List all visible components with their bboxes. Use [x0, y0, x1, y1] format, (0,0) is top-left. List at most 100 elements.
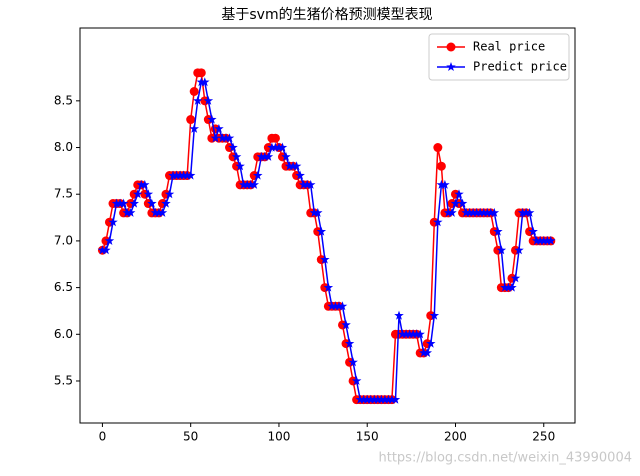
y-tick-label: 6.0	[54, 327, 73, 341]
star-marker	[341, 320, 351, 329]
legend-label: Real price	[473, 40, 545, 54]
star-marker	[270, 142, 281, 152]
star-marker	[390, 394, 401, 404]
series-line	[101, 72, 551, 401]
star-marker	[507, 282, 517, 292]
circle-marker	[270, 133, 280, 143]
star-marker	[129, 198, 139, 208]
star-marker	[355, 394, 365, 404]
star-marker	[182, 170, 192, 180]
star-marker	[267, 142, 277, 152]
star-marker	[408, 329, 418, 339]
star-marker	[231, 151, 242, 161]
circle-marker	[446, 42, 456, 52]
star-marker	[500, 282, 510, 292]
plot-frame	[79, 27, 576, 424]
star-marker	[454, 189, 464, 199]
star-marker	[154, 207, 164, 217]
star-marker	[404, 329, 415, 339]
star-marker	[246, 179, 256, 189]
star-marker	[433, 217, 443, 227]
star-marker	[394, 310, 404, 320]
x-tick-label: 0	[99, 430, 107, 444]
star-marker	[140, 179, 150, 189]
star-marker	[210, 133, 221, 143]
star-marker	[291, 161, 302, 171]
star-marker	[97, 245, 108, 255]
star-marker	[446, 62, 456, 71]
star-marker	[401, 329, 411, 339]
star-marker	[309, 207, 319, 217]
star-marker	[461, 207, 471, 217]
star-marker	[369, 394, 379, 404]
star-marker	[288, 161, 298, 171]
star-marker	[373, 394, 383, 404]
star-marker	[306, 179, 316, 189]
circle-marker	[436, 161, 446, 171]
star-marker	[185, 170, 196, 180]
star-marker	[443, 207, 454, 217]
circle-marker	[186, 115, 196, 125]
star-marker	[450, 198, 461, 208]
star-marker	[429, 310, 440, 320]
star-marker	[334, 301, 344, 311]
star-marker	[436, 179, 447, 189]
star-marker	[366, 394, 376, 404]
star-marker	[380, 394, 390, 404]
circle-marker	[433, 143, 443, 153]
star-marker	[133, 189, 143, 199]
star-marker	[217, 133, 228, 143]
star-marker	[207, 114, 217, 124]
star-marker	[150, 207, 161, 217]
star-marker	[475, 207, 485, 217]
star-marker	[531, 235, 542, 245]
star-marker	[514, 245, 524, 255]
star-marker	[228, 142, 238, 152]
star-marker	[440, 179, 450, 189]
x-tick-label: 150	[356, 430, 379, 444]
star-marker	[284, 161, 295, 171]
star-marker	[118, 198, 129, 208]
star-marker	[362, 394, 372, 404]
star-marker	[161, 198, 171, 208]
star-marker	[101, 245, 111, 255]
star-marker	[274, 142, 284, 152]
star-marker	[200, 77, 210, 87]
star-marker	[196, 77, 206, 87]
star-marker	[281, 151, 291, 161]
star-marker	[171, 170, 182, 180]
star-marker	[397, 329, 408, 339]
star-marker	[471, 207, 482, 217]
star-marker	[528, 226, 538, 236]
star-marker	[260, 151, 270, 161]
star-marker	[426, 338, 436, 348]
star-marker	[320, 254, 330, 264]
star-marker	[263, 151, 274, 161]
star-marker	[348, 357, 358, 367]
star-marker	[411, 329, 422, 339]
star-marker	[164, 189, 175, 199]
star-marker	[122, 207, 132, 217]
legend-box	[428, 33, 570, 81]
star-marker	[203, 95, 214, 105]
star-marker	[327, 301, 337, 311]
star-marker	[253, 170, 263, 180]
star-marker	[168, 170, 178, 180]
star-marker	[242, 179, 252, 189]
star-marker	[376, 394, 387, 404]
star-marker	[214, 123, 224, 133]
star-marker	[136, 179, 146, 189]
star-marker	[387, 394, 397, 404]
star-marker	[351, 376, 362, 385]
star-marker	[256, 151, 267, 161]
y-tick-label: 7.0	[54, 233, 73, 247]
star-marker	[125, 207, 136, 217]
chart-title: 基于svm的生猪价格预测模型表现	[221, 6, 432, 23]
star-marker	[224, 133, 235, 143]
star-marker	[344, 338, 355, 348]
legend: Real price Predict price	[428, 33, 570, 81]
star-marker	[486, 207, 496, 217]
x-tick-label: 100	[268, 430, 291, 444]
star-marker	[298, 179, 309, 189]
